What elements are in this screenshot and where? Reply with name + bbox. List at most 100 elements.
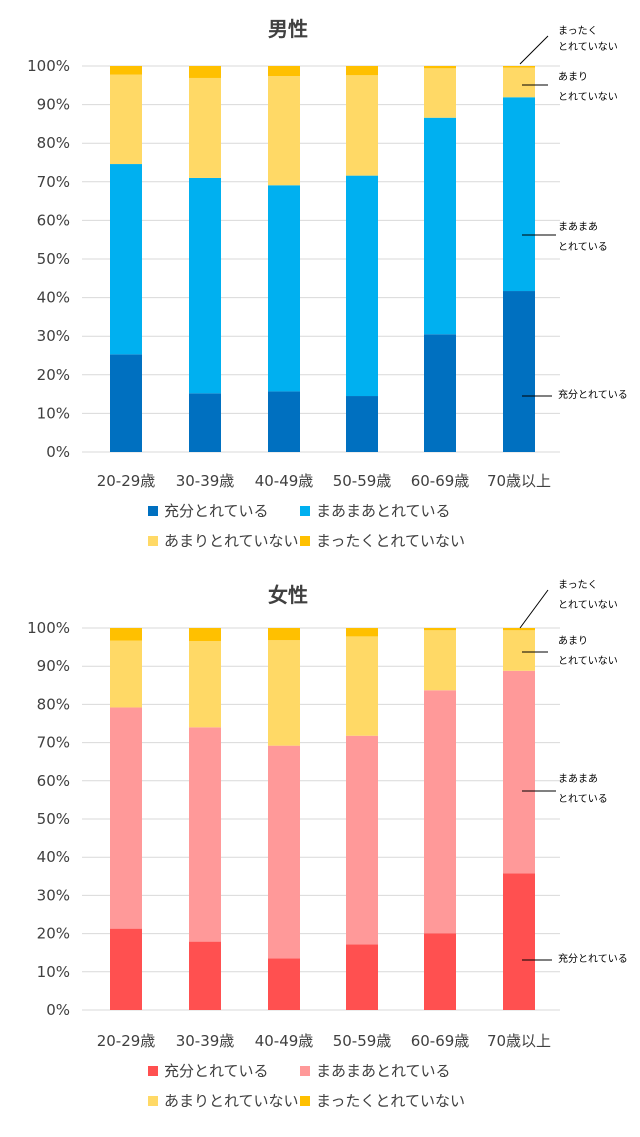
legend-label: あまりとれていない	[164, 532, 299, 550]
legend-label: あまりとれていない	[164, 1092, 299, 1110]
y-tick-label: 50%	[37, 810, 70, 828]
bar-segment-4	[189, 628, 221, 641]
bar-segment-2	[424, 690, 456, 934]
y-tick-label: 20%	[37, 366, 70, 384]
bar-segment-4	[346, 66, 378, 76]
legend-swatch	[148, 1096, 158, 1106]
bar-segment-2	[268, 185, 300, 392]
bar-segment-3	[189, 77, 221, 178]
legend-label: 充分とれている	[164, 1062, 269, 1080]
y-tick-label: 50%	[37, 250, 70, 268]
y-tick-label: 70%	[37, 734, 70, 752]
bar-segment-4	[346, 628, 378, 637]
x-tick-label: 70歳以上	[487, 1032, 551, 1050]
y-tick-label: 40%	[37, 289, 70, 307]
x-tick-label: 20-29歳	[97, 1032, 156, 1050]
bar-segment-4	[268, 628, 300, 641]
x-tick-label: 60-69歳	[411, 472, 470, 490]
bar-segment-2	[189, 727, 221, 942]
legend-label: 充分とれている	[164, 502, 269, 520]
annotation-text: とれていない	[558, 599, 618, 611]
bar-segment-1	[503, 873, 535, 1010]
bar-segment-1	[424, 334, 456, 452]
bar-segment-2	[424, 117, 456, 335]
y-tick-label: 60%	[37, 772, 70, 790]
annotation-text: まあまあ	[558, 221, 598, 233]
bar-segment-2	[346, 175, 378, 397]
bar-segment-1	[110, 928, 142, 1010]
bar-segment-3	[189, 640, 221, 728]
legend-swatch	[300, 1066, 310, 1076]
y-tick-label: 80%	[37, 695, 70, 713]
x-tick-label: 50-59歳	[333, 472, 392, 490]
bar-segment-4	[110, 628, 142, 641]
bar-segment-1	[189, 393, 221, 452]
bar-segment-3	[268, 640, 300, 746]
bar-segment-4	[503, 66, 535, 68]
bar-segment-1	[424, 933, 456, 1010]
bar-segment-3	[346, 75, 378, 176]
annotation-text: まったく	[558, 579, 598, 591]
annotation-leader	[519, 589, 549, 629]
bar-segment-1	[189, 941, 221, 1010]
annotation-text: まったく	[558, 25, 598, 37]
y-tick-label: 0%	[46, 443, 70, 461]
annotation-text: とれている	[558, 241, 608, 253]
bar-segment-3	[268, 76, 300, 186]
bar-segment-1	[268, 391, 300, 452]
y-tick-label: 100%	[27, 619, 70, 637]
bar-segment-3	[503, 67, 535, 98]
legend-label: まったくとれていない	[316, 1092, 465, 1110]
male-chart: 男性 0% 10% 20% 30% 40% 50% 60% 70% 80% 90% 100% 20-29…	[27, 17, 628, 550]
bar-segment-3	[346, 636, 378, 736]
chart-title: 男性	[268, 17, 308, 41]
legend-swatch	[148, 536, 158, 546]
y-tick-label: 20%	[37, 925, 70, 943]
y-tick-label: 100%	[27, 57, 70, 75]
x-tick-label: 20-29歳	[97, 472, 156, 490]
annotation-text: あまり	[558, 635, 588, 647]
annotation-text: 充分とれている	[558, 952, 628, 965]
annotation-text: まあまあ	[558, 773, 598, 785]
bar-segment-1	[503, 291, 535, 452]
annotation-text: あまり	[558, 71, 588, 83]
bar-segment-4	[268, 66, 300, 77]
bar-segment-2	[110, 164, 142, 355]
bar-segment-2	[110, 707, 142, 929]
annotation-leader	[519, 35, 549, 65]
annotation-text: とれている	[558, 793, 608, 805]
chart-title: 女性	[268, 583, 308, 607]
legend-label: まったくとれていない	[316, 532, 465, 550]
female-chart: 女性 0% 10% 20% 30% 40% 50% 60% 70% 80% 90% 100% 20-29…	[27, 579, 628, 1110]
bar-segment-1	[110, 354, 142, 452]
y-tick-label: 0%	[46, 1001, 70, 1019]
x-tick-label: 60-69歳	[411, 1032, 470, 1050]
bar-segment-4	[424, 66, 456, 69]
x-tick-label: 30-39歳	[176, 472, 235, 490]
x-tick-label: 50-59歳	[333, 1032, 392, 1050]
bar-segment-2	[503, 670, 535, 874]
x-tick-label: 40-49歳	[255, 472, 314, 490]
annotation-text: とれていない	[558, 655, 618, 667]
legend-swatch	[148, 1066, 158, 1076]
legend-swatch	[300, 1096, 310, 1106]
annotation-text: 充分とれている	[558, 388, 628, 401]
y-tick-label: 70%	[37, 173, 70, 191]
y-tick-label: 90%	[37, 657, 70, 675]
bar-segment-2	[268, 745, 300, 959]
y-tick-label: 30%	[37, 327, 70, 345]
bar-segment-3	[110, 640, 142, 708]
x-tick-label: 70歳以上	[487, 472, 551, 490]
bar-segment-4	[503, 628, 535, 631]
bar-segment-1	[346, 396, 378, 452]
bar-segment-1	[268, 958, 300, 1010]
annotation-text: とれていない	[558, 41, 618, 53]
y-tick-label: 10%	[37, 404, 70, 422]
bar-segment-2	[346, 735, 378, 945]
y-tick-label: 40%	[37, 848, 70, 866]
bar-segment-3	[503, 630, 535, 671]
legend-swatch	[148, 506, 158, 516]
bar-segment-1	[346, 944, 378, 1010]
bar-segment-2	[189, 177, 221, 394]
bar-segment-4	[424, 628, 456, 631]
